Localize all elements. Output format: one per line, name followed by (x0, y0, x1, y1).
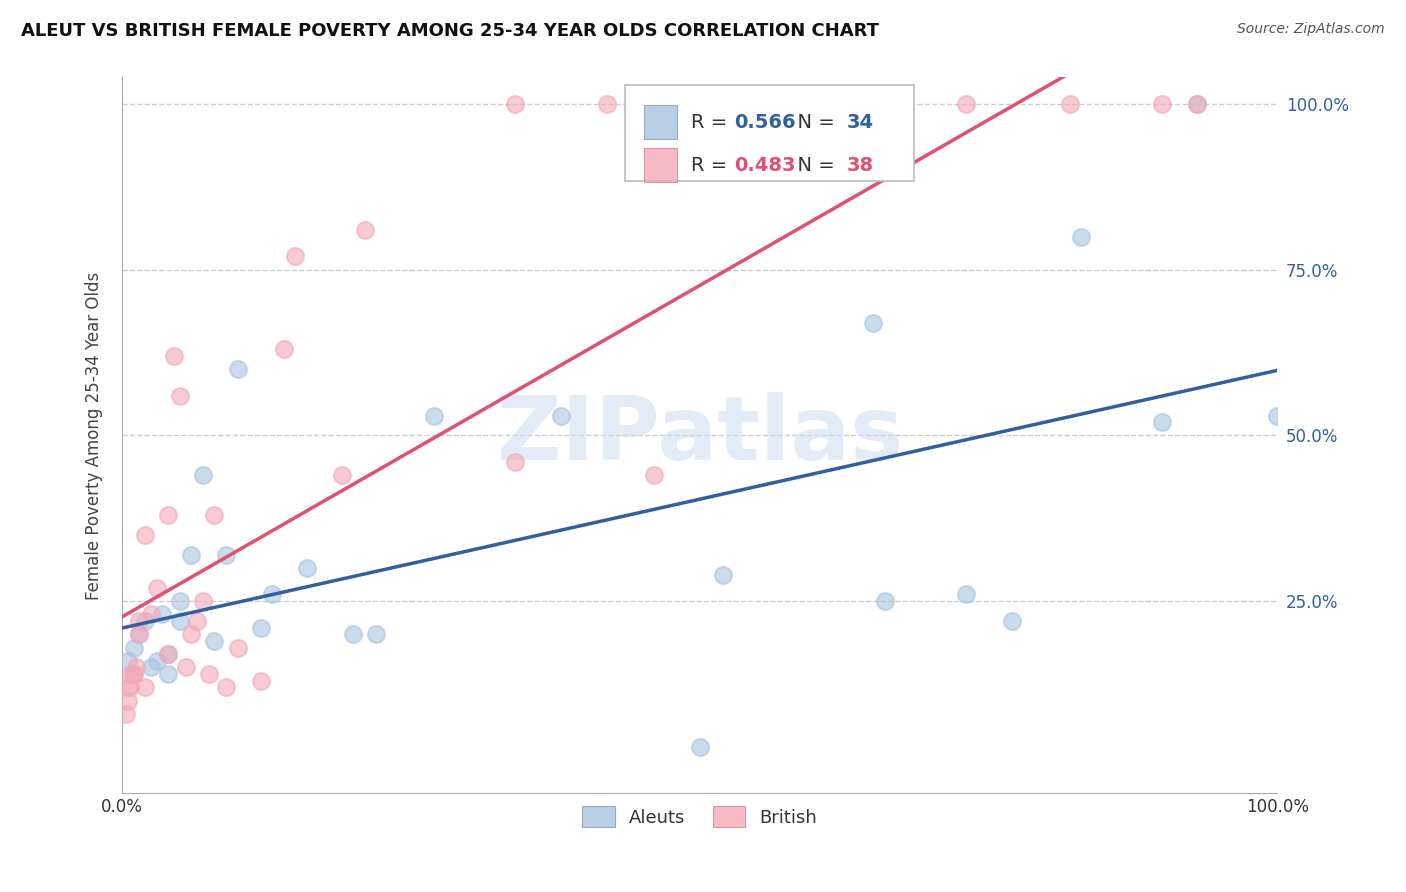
Text: R =: R = (690, 155, 733, 175)
Point (689, 739, 711, 754)
Point (128, 614, 150, 628)
Point (1070, 229, 1092, 244)
Text: ALEUT VS BRITISH FEMALE POVERTY AMONG 25-34 YEAR OLDS CORRELATION CHART: ALEUT VS BRITISH FEMALE POVERTY AMONG 25… (21, 22, 879, 40)
Point (204, 633, 226, 648)
Point (215, 548, 238, 562)
Point (125, 660, 148, 674)
Point (174, 660, 197, 674)
Text: 0.483: 0.483 (734, 155, 796, 175)
Point (122, 667, 145, 681)
Point (169, 594, 191, 608)
Point (873, 594, 896, 608)
Point (1001, 614, 1024, 628)
Point (169, 614, 191, 628)
Point (114, 706, 136, 721)
FancyBboxPatch shape (624, 85, 914, 181)
Point (596, 97, 619, 112)
Point (117, 693, 139, 707)
Point (1185, 97, 1208, 112)
Point (191, 594, 214, 608)
Point (163, 349, 186, 363)
Y-axis label: Female Poverty Among 25-34 Year Olds: Female Poverty Among 25-34 Year Olds (86, 271, 103, 599)
Text: R =: R = (690, 112, 733, 132)
Point (180, 548, 202, 562)
Point (197, 667, 219, 681)
Point (1267, 409, 1289, 423)
Point (204, 508, 226, 522)
Point (120, 667, 142, 681)
Point (503, 455, 526, 469)
Point (117, 654, 139, 668)
FancyBboxPatch shape (644, 148, 676, 182)
Point (128, 627, 150, 641)
Point (157, 647, 180, 661)
Text: ZIPatlas: ZIPatlas (496, 392, 903, 479)
Point (1185, 97, 1208, 112)
Point (145, 654, 167, 668)
Text: 0.566: 0.566 (734, 112, 796, 132)
Point (1059, 97, 1081, 112)
Point (152, 607, 174, 622)
Point (550, 409, 572, 423)
Point (122, 667, 145, 681)
Point (273, 343, 295, 357)
Point (284, 249, 307, 263)
Point (134, 528, 156, 542)
Text: 38: 38 (846, 155, 873, 175)
Point (226, 640, 249, 655)
Point (139, 660, 162, 674)
Point (249, 673, 271, 688)
Text: N =: N = (786, 112, 841, 132)
Point (120, 681, 142, 695)
FancyBboxPatch shape (644, 105, 676, 139)
Point (128, 627, 150, 641)
Point (157, 647, 180, 661)
Point (955, 587, 977, 601)
Point (157, 508, 180, 522)
Point (643, 468, 665, 483)
Point (134, 681, 156, 695)
Point (180, 627, 202, 641)
Point (191, 468, 214, 483)
Point (295, 561, 318, 575)
Point (330, 468, 353, 483)
Point (1150, 97, 1173, 112)
Point (366, 627, 388, 641)
Text: 34: 34 (846, 112, 873, 132)
Point (186, 614, 208, 628)
Point (1150, 415, 1173, 429)
Point (862, 316, 884, 330)
Point (139, 607, 162, 622)
Point (353, 223, 375, 237)
Point (145, 581, 167, 595)
Point (169, 389, 191, 403)
Point (117, 681, 139, 695)
Point (226, 362, 249, 376)
Point (262, 587, 284, 601)
Text: Source: ZipAtlas.com: Source: ZipAtlas.com (1237, 22, 1385, 37)
Point (342, 627, 364, 641)
Point (711, 567, 734, 582)
Point (157, 667, 180, 681)
Point (122, 640, 145, 655)
Point (134, 614, 156, 628)
Point (215, 681, 238, 695)
Text: N =: N = (786, 155, 841, 175)
Point (423, 409, 446, 423)
Legend: Aleuts, British: Aleuts, British (575, 799, 824, 834)
Point (249, 621, 271, 635)
Point (503, 97, 526, 112)
Point (955, 97, 977, 112)
